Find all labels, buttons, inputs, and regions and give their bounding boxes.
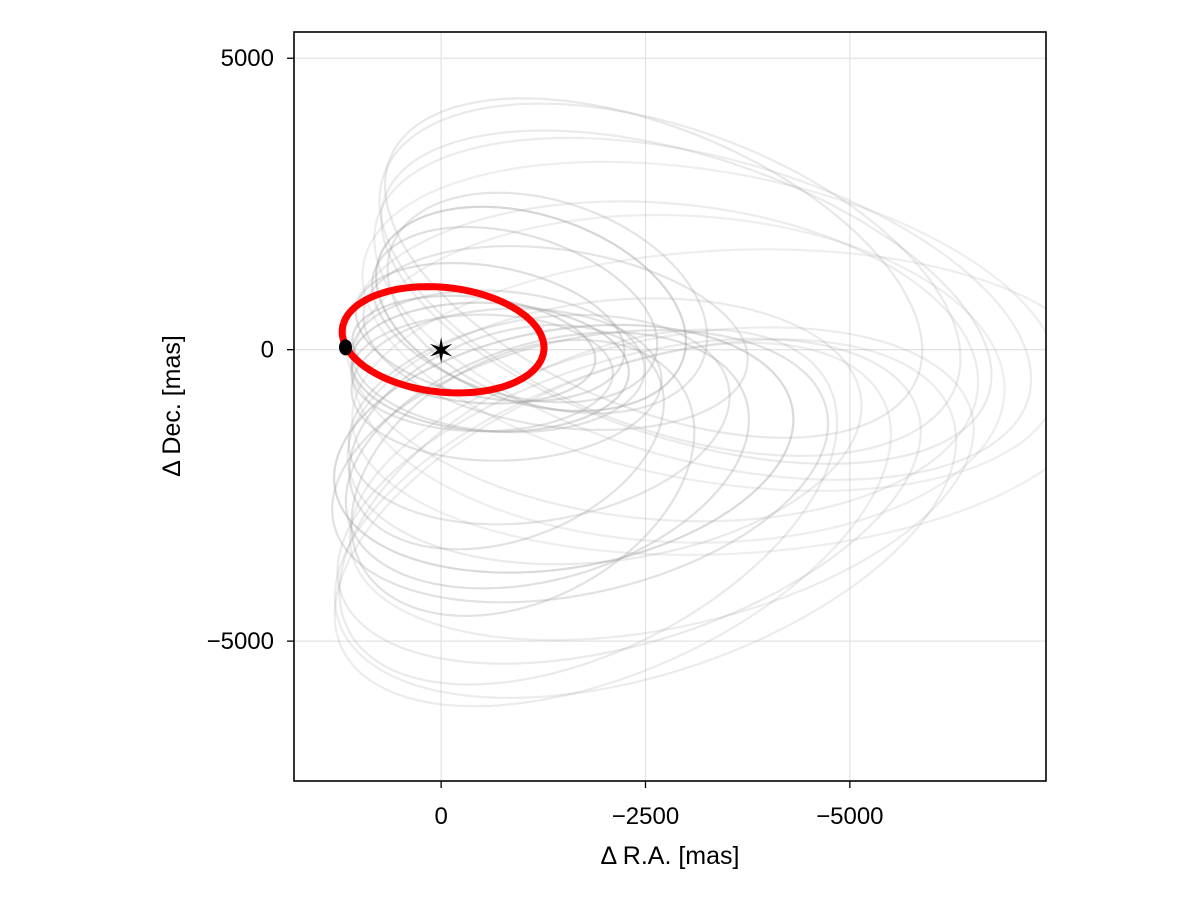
sample-orbit <box>350 213 1006 544</box>
sample-orbit <box>354 262 626 403</box>
sample-orbit <box>371 226 659 404</box>
y-tick-label: −5000 <box>207 628 274 655</box>
sample-orbit <box>386 191 709 415</box>
sample-orbit <box>348 326 975 642</box>
sample-orbit <box>336 337 922 665</box>
sample-orbit <box>375 205 688 413</box>
sample-orbit <box>333 341 893 708</box>
y-tick-label: 0 <box>261 337 274 364</box>
grid-lines <box>294 32 1046 781</box>
sample-orbit <box>331 329 830 604</box>
plot-frame <box>293 31 1047 782</box>
sample-orbit <box>373 136 1033 481</box>
current-position-marker <box>338 339 352 356</box>
sample-orbit <box>348 323 665 551</box>
markers: ✶ <box>338 332 456 372</box>
highlight-orbit <box>338 283 548 397</box>
sample-orbit <box>344 331 751 590</box>
axis-ticks: 0 −2500 −5000 5000 0 −5000 <box>207 45 884 830</box>
x-tick-label: −2500 <box>612 803 679 830</box>
x-tick-label: 0 <box>434 803 447 830</box>
sample-orbit <box>380 129 993 465</box>
sample-orbit <box>350 338 696 618</box>
sample-orbit <box>361 160 1046 492</box>
y-axis-label: Δ Dec. [mas] <box>158 335 186 477</box>
x-axis-label: Δ R.A. [mas] <box>601 842 740 870</box>
sample-orbit <box>338 328 839 686</box>
sample-orbit <box>346 297 863 566</box>
highlight-orbit-group <box>338 283 548 397</box>
sample-orbit <box>333 338 958 700</box>
star-marker: ✶ <box>427 332 456 372</box>
sample-orbit <box>350 313 614 433</box>
sample-orbit <box>350 289 646 434</box>
sample-orbits <box>331 97 1046 708</box>
sample-orbit <box>378 102 962 457</box>
sample-orbit <box>347 313 731 526</box>
x-tick-label: −5000 <box>816 803 883 830</box>
sample-orbit <box>351 248 1046 557</box>
y-tick-label: 5000 <box>221 45 274 72</box>
sample-orbit <box>344 200 980 523</box>
sample-orbit <box>350 307 663 462</box>
sample-orbit <box>350 301 630 433</box>
